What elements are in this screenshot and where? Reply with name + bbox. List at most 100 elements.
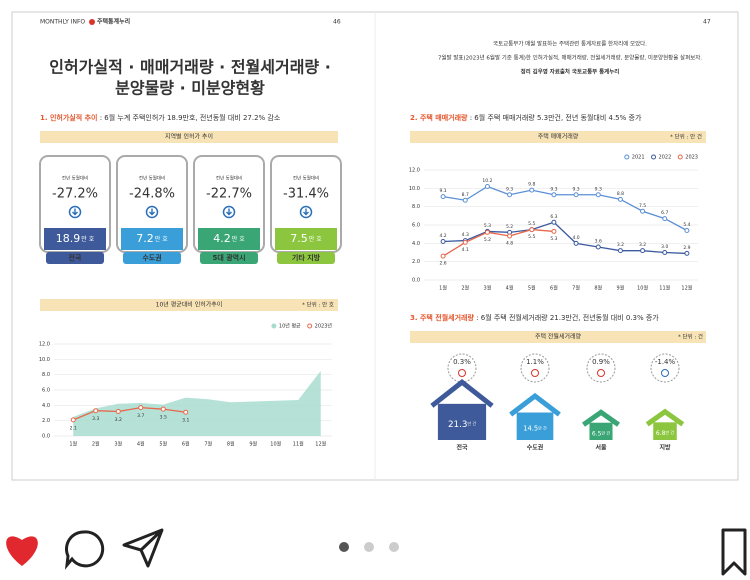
house-region: 수도권 [527, 444, 544, 452]
desc: : 6월 누계 주택인허가 18.9만호, 전년동월 대비 27.2% 감소 [97, 113, 280, 122]
carousel-dot[interactable] [389, 542, 399, 552]
intro: 정리 김우영 자료출처 국토교통부 통계누리 [521, 68, 620, 76]
x-tick-label: 5월 [159, 441, 167, 448]
carousel-dot[interactable] [364, 542, 374, 552]
x-tick-label: 7월 [204, 441, 212, 448]
card-change: -31.4% [283, 187, 329, 202]
x-tick-label: 12월 [315, 441, 326, 448]
x-tick-label: 3월 [114, 441, 122, 448]
line [443, 221, 687, 255]
change-bubble [520, 353, 550, 383]
house-region: 지방 [659, 444, 671, 452]
y-tick-label: 4.0 [412, 241, 420, 247]
value: 7.5 [290, 232, 308, 245]
data-label: 5.5 [528, 221, 535, 227]
data-label: 5.2 [484, 237, 491, 243]
point [529, 227, 535, 233]
house-value: 21.3만 건 [448, 419, 476, 429]
house-roof [509, 392, 561, 417]
card-value: 18.9만 호 [56, 232, 95, 245]
y-tick-label: 0.0 [412, 278, 420, 284]
card-value-bg [198, 228, 260, 250]
data-label: 9.8 [528, 182, 535, 188]
data-label: 3.2 [115, 417, 122, 423]
change: 0.9% [592, 358, 610, 366]
like-button[interactable] [6, 536, 38, 566]
house-region: 서울 [595, 444, 607, 452]
down-arrow [72, 208, 78, 216]
point [183, 409, 189, 415]
down-icon [145, 205, 159, 219]
section-name: 주택통계누리 [97, 18, 130, 26]
y-tick-label: 12.0 [409, 168, 420, 174]
x-tick-label: 5월 [528, 285, 536, 292]
data-label: 6.7 [661, 210, 668, 216]
data-label: 8.8 [617, 191, 624, 197]
card-value-bg [275, 228, 337, 250]
point [662, 216, 668, 222]
point [507, 192, 513, 198]
data-label: 4.8 [506, 241, 513, 247]
point [440, 253, 446, 259]
point [138, 405, 144, 411]
share-button[interactable] [122, 528, 164, 568]
x-tick-label: 4월 [506, 285, 514, 292]
section-heading: 2. 주택 매매거래량 : 6월 주택 매매거래량 5.3만건, 전년 동월대비… [410, 113, 642, 122]
down-arrow [303, 208, 309, 216]
legend-marker [677, 154, 683, 160]
data-label: 9.3 [572, 186, 579, 192]
save-button[interactable] [721, 528, 747, 576]
card-caption: 전년 동월대비 [216, 175, 242, 182]
arrow-icon [597, 369, 605, 377]
legend-marker [624, 154, 630, 160]
card-value: 7.5만 호 [290, 232, 322, 245]
unit: * 단위 : 건 [678, 333, 703, 341]
region: 전국 [69, 253, 82, 262]
point [160, 406, 166, 412]
value: 18.9 [56, 232, 81, 245]
y-tick-label: 10.0 [409, 186, 420, 192]
house-body [516, 412, 554, 440]
y-tick-label: 8.0 [42, 372, 50, 378]
y-tick-label: 6.0 [412, 223, 420, 229]
legend-label: 2022 [659, 155, 672, 161]
data-label: 5.2 [506, 224, 513, 230]
legend-marker [271, 323, 277, 329]
house-body [589, 422, 613, 440]
carousel-dot[interactable] [339, 542, 349, 552]
x-tick-label: 6월 [550, 285, 558, 292]
line [442, 228, 554, 257]
house-value: 6.5만 건 [592, 429, 610, 437]
data-label: 3.7 [137, 413, 144, 419]
y-tick-label: 4.0 [42, 403, 50, 409]
comment-button[interactable] [64, 530, 105, 570]
region: 수도권 [142, 253, 161, 262]
y-tick-label: 2.0 [412, 259, 420, 265]
x-tick-label: 1월 [439, 285, 447, 292]
page-number: 47 [703, 19, 711, 26]
x-tick-label: 3월 [484, 285, 492, 292]
legend-label: 2023년 [315, 323, 333, 330]
line [73, 406, 186, 421]
data-label: 9.3 [595, 186, 602, 192]
card-value-bg [121, 228, 183, 250]
card-caption: 전년 동월대비 [62, 175, 88, 182]
unit: 만 호 [81, 235, 94, 243]
card-value: 4.2만 호 [213, 232, 245, 245]
y-tick-label: 10.0 [39, 357, 50, 363]
point [617, 248, 623, 254]
y-tick-label: 2.0 [42, 418, 50, 424]
data-label: 3.1 [182, 418, 189, 424]
data-label: 9.1 [439, 188, 446, 194]
unit: 만 호 [232, 235, 245, 243]
x-tick-label: 8월 [227, 441, 235, 448]
value: 4.2 [213, 232, 231, 245]
x-tick-label: 12월 [681, 285, 692, 292]
unit: 만 호 [155, 235, 168, 243]
card-caption: 전년 동월대비 [293, 175, 319, 182]
x-tick-label: 6월 [182, 441, 190, 448]
card-caption: 전년 동월대비 [139, 175, 165, 182]
point [640, 208, 646, 214]
legend-label: 10년 평균 [279, 323, 301, 330]
